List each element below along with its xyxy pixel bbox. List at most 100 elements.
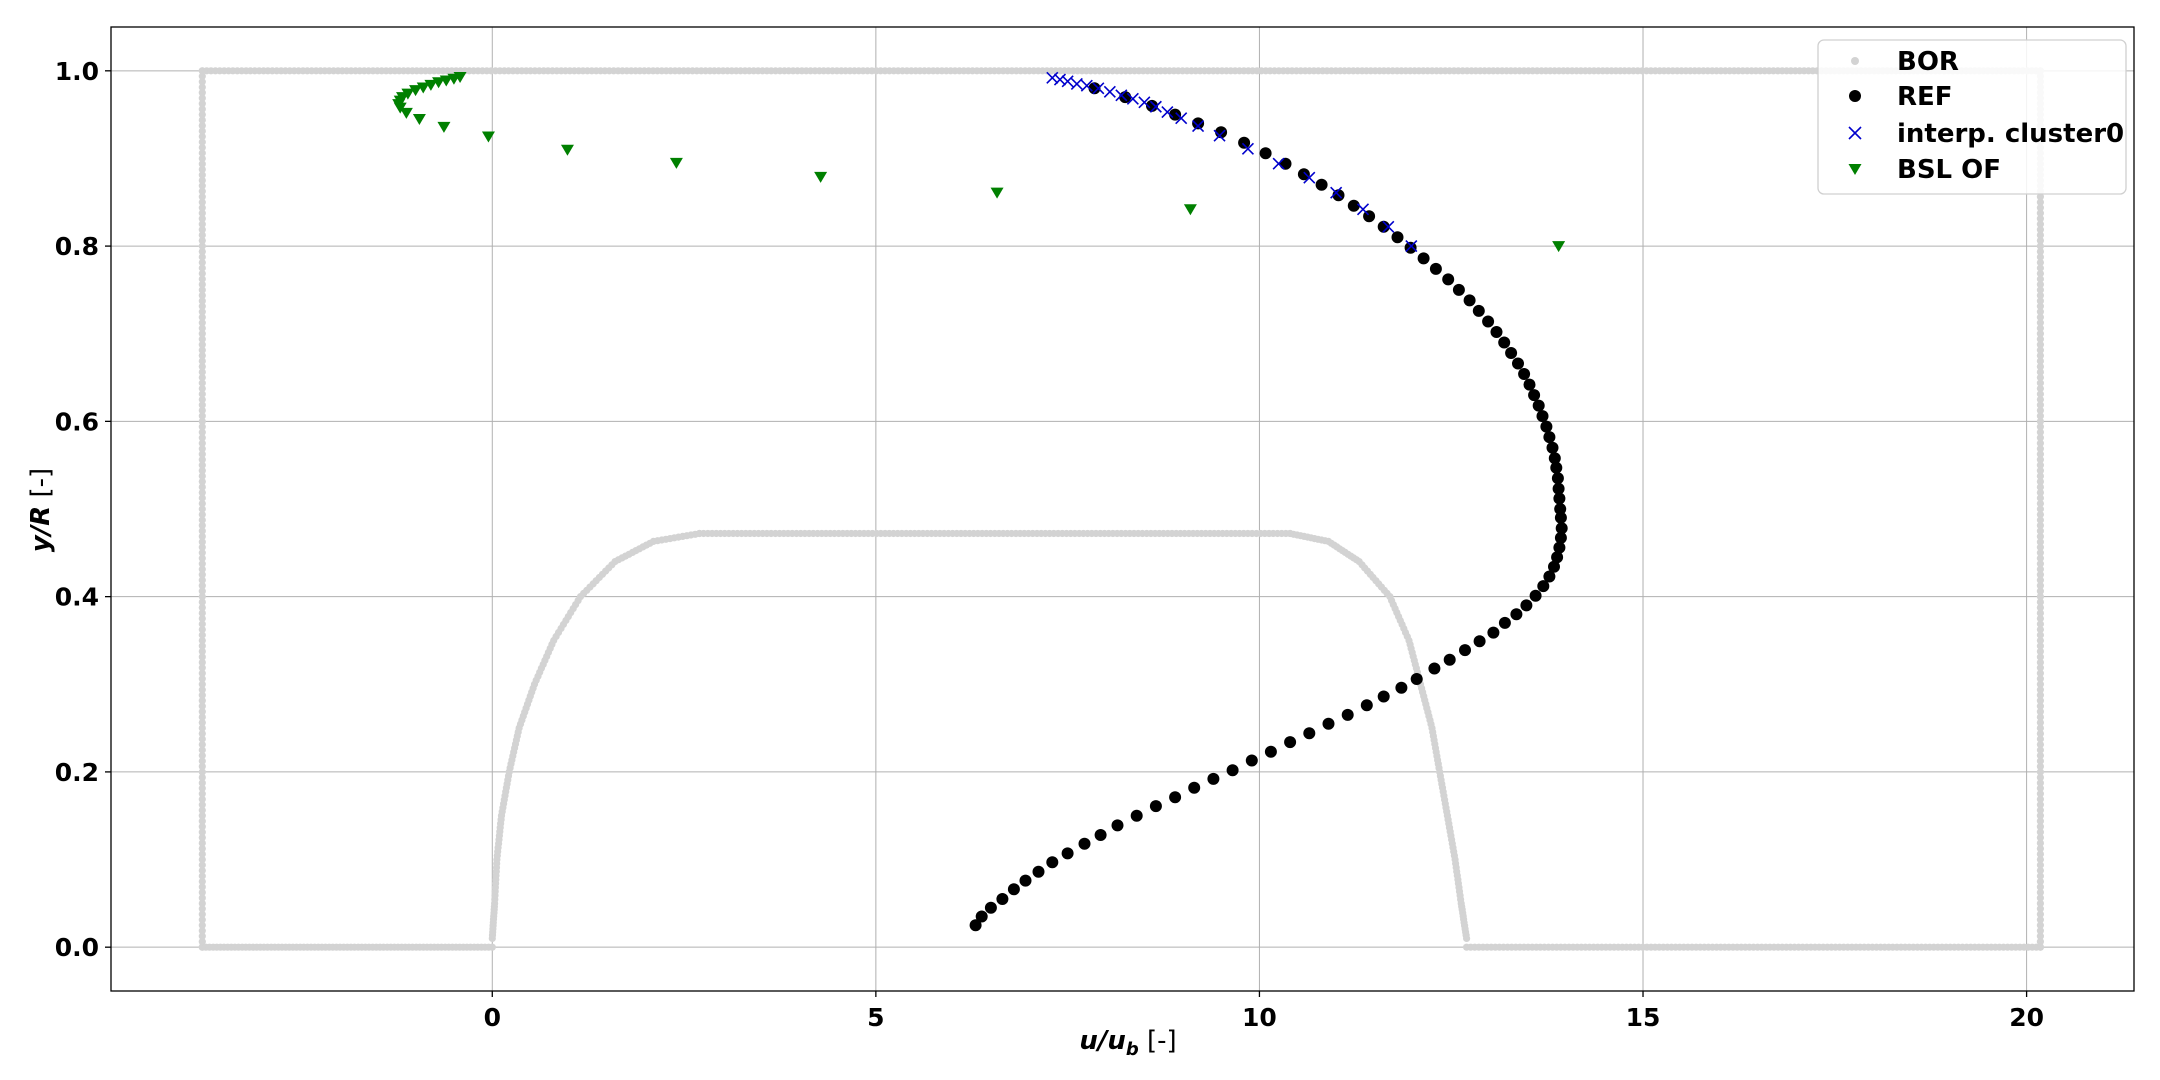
y-tick-label: 0.2 [55,758,99,787]
interp-point [1149,100,1162,113]
bor-point [2036,669,2044,677]
ref-point [1149,800,1162,813]
bor-point [2036,439,2044,447]
interp-point [1382,220,1395,233]
bor-point [2036,658,2044,667]
series-bsl-of [392,71,1566,253]
bor-point [198,132,206,141]
bor-point [198,390,206,398]
bor-point [2036,675,2044,683]
ref-point [1391,231,1404,244]
bor-point [198,543,206,551]
bor-point [198,768,206,776]
ref-point [1347,199,1360,212]
series-bor [198,67,2044,951]
bor-point [198,319,206,327]
bor-point [198,138,206,146]
bor-point [198,773,206,782]
bor-point [198,264,206,272]
interp-point [1303,171,1316,184]
bor-point [198,877,206,886]
x-tick-label: 0 [484,1003,501,1032]
ref-point [1551,551,1564,564]
bor-point [198,198,206,206]
bor-point [198,680,206,688]
bor-point [2036,565,2044,573]
ref-point [1264,745,1277,758]
legend-marker-bsl [1848,164,1862,175]
bor-point [2036,324,2044,332]
ref-point [984,901,997,914]
ref-point [1428,662,1441,675]
bor-point [2036,587,2044,595]
bor-point [2036,209,2044,217]
bor-point [2036,478,2044,486]
bor-point [2036,708,2044,716]
y-tick-label: 0.8 [55,232,99,261]
bor-point [2036,412,2044,420]
bor-point [198,697,206,705]
bor-point [2036,538,2044,546]
bor-point [2036,308,2044,316]
bor-point [2036,521,2044,530]
bor-point [198,291,206,299]
bor-point [2036,812,2044,820]
bor-point [2036,751,2044,760]
bor-point [198,122,206,130]
ref-point [1078,837,1091,850]
bor-point [198,899,206,908]
bor-point [2036,916,2044,924]
bor-point [198,313,206,321]
bor-point [2036,417,2044,425]
bor-point [2036,932,2044,940]
bor-point [198,812,206,820]
bor-point [2036,319,2044,327]
ref-point [1536,410,1549,423]
series-interp-cluster0 [1046,71,1418,253]
bor-point [198,861,206,869]
bor-point [2036,724,2044,732]
bor-point [2036,598,2044,606]
bor-point [2036,264,2044,272]
bor-point [198,828,206,836]
bor-point [2036,220,2044,228]
bor-point [2036,828,2044,836]
interp-point [1126,92,1139,105]
bor-point [198,582,206,590]
bor-point [198,735,206,743]
bor-point [2036,554,2044,562]
bor-point [198,872,206,880]
bor-point [198,740,206,749]
bor-point [2036,313,2044,321]
bor-point [2036,938,2044,946]
bor-point [2036,883,2044,891]
bsl-point [409,85,423,97]
ref-point [1553,541,1566,554]
x-axis-label-sub: b [1126,1039,1139,1060]
bor-point [198,708,206,716]
bor-point [2036,872,2044,880]
ref-point [1207,772,1220,785]
interp-point [1405,240,1418,253]
interp-point [1092,82,1105,95]
ref-point [1482,315,1495,328]
bor-point [2036,401,2044,409]
ref-point [1007,883,1020,896]
bor-point [198,330,206,338]
bor-point [2036,888,2044,897]
bor-point [2036,631,2044,639]
bor-point [198,72,206,80]
interp-point [1103,85,1116,98]
interp-point [1330,186,1343,199]
bor-point [2036,363,2044,371]
bor-point [198,560,206,568]
plot-area-frame [110,26,2135,992]
bor-point [2036,593,2044,601]
bor-point [2036,768,2044,776]
bor-point [2036,790,2044,798]
bor-point [198,248,206,256]
x-axis-label-unit: [-] [1139,1026,1177,1056]
bor-point [198,154,206,163]
bor-point [2036,642,2044,650]
